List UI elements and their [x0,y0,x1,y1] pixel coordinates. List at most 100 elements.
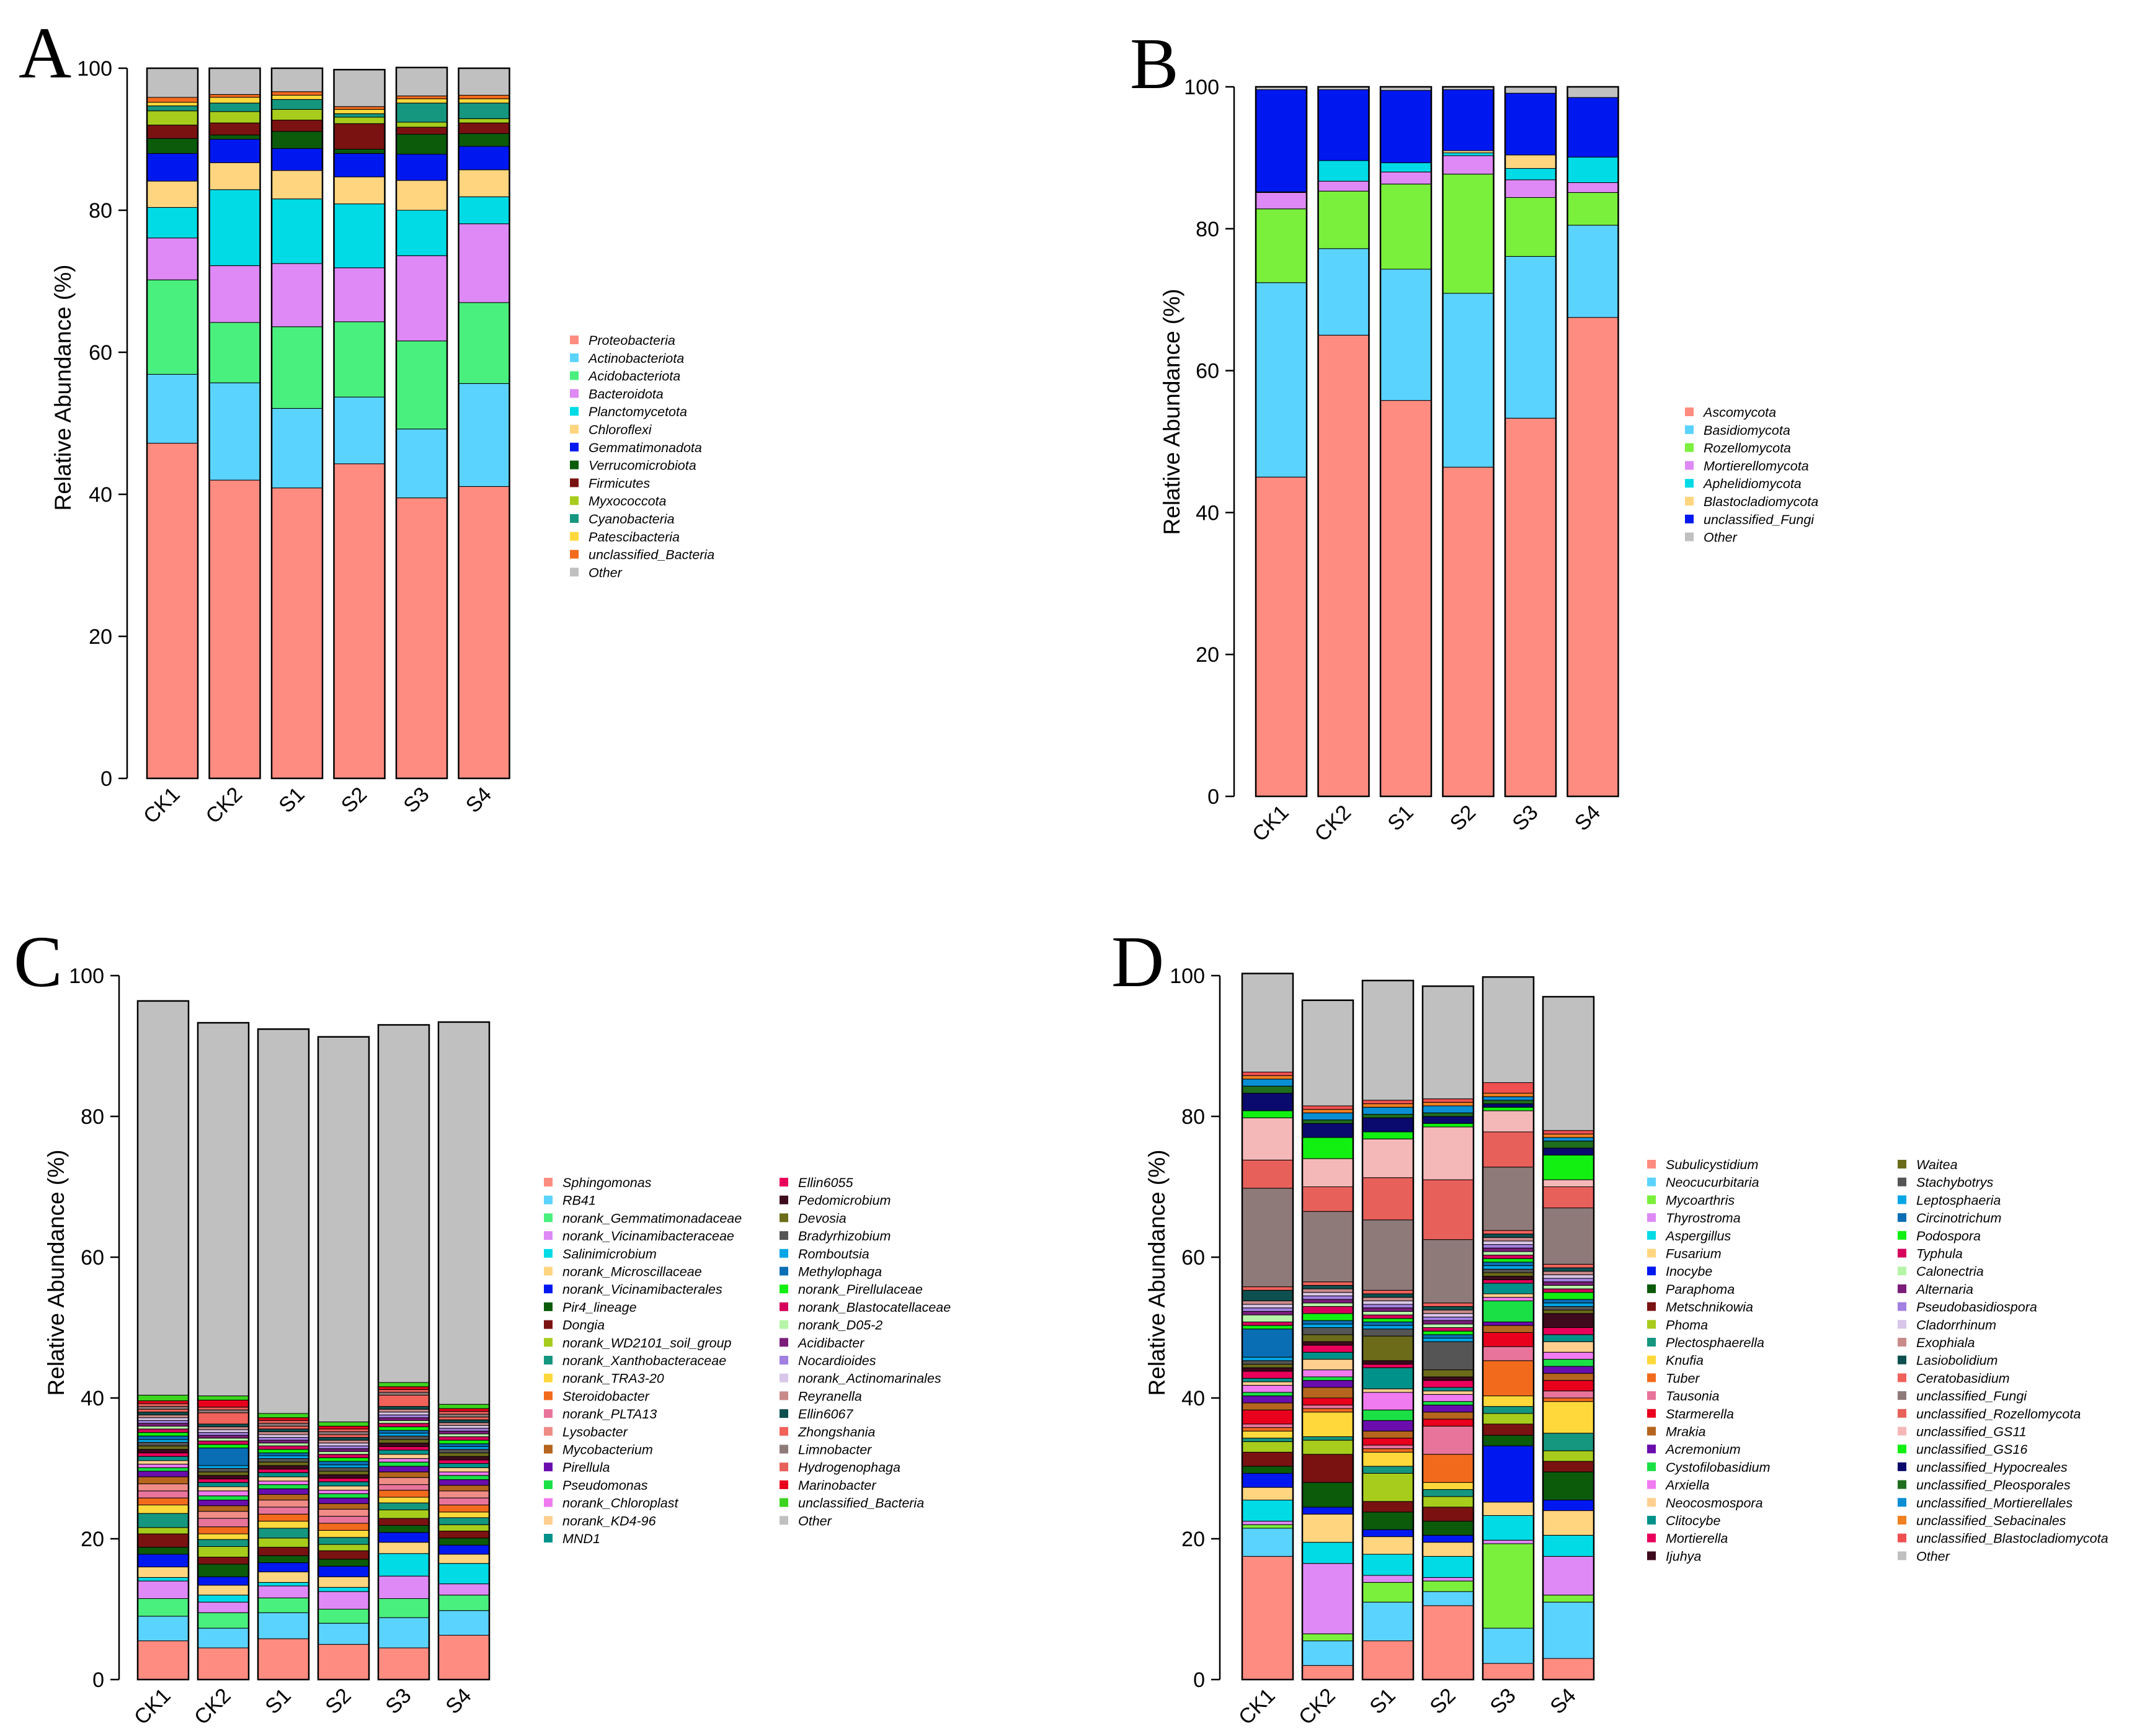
bar-segment [1380,184,1432,270]
bar-segment [1380,171,1432,185]
bar-segment [438,1453,490,1457]
bar-segment [1242,1472,1294,1488]
bar-segment [318,1576,370,1588]
bar-segment [396,497,448,779]
bar-segment [1482,1096,1534,1101]
bar-segment [1302,1376,1354,1381]
panel-d-y-tick-label: 40 [1181,1387,1205,1410]
legend-label: Proteobacteria [589,333,675,348]
bar-segment [257,1461,309,1466]
bar-segment [146,138,198,154]
bar-segment [1242,1321,1294,1326]
legend-swatch [780,1391,788,1400]
legend-label: norank_D05-2 [798,1318,882,1333]
bar-segment [378,1454,430,1459]
bar-segment [1380,90,1432,163]
bar-segment [396,180,448,211]
bar-segment [137,1577,189,1582]
bar-segment [137,1412,189,1415]
panel-d-letter: D [1111,921,1164,1002]
legend-label: Reyranella [798,1389,862,1404]
legend-swatch [1647,1462,1656,1471]
bar-segment [1482,1110,1534,1133]
legend-label: Knufia [1666,1353,1704,1368]
legend-swatch [544,1231,553,1240]
bar-segment [1302,1412,1354,1437]
bar-segment [1242,1307,1294,1312]
bar-segment [257,1476,309,1482]
legend-swatch [1685,425,1694,434]
bar-segment [1542,1154,1594,1180]
legend-swatch [1685,407,1694,416]
bar-segment [137,1483,189,1492]
legend-label: Other [589,565,623,580]
legend-swatch [544,1320,553,1329]
panel-c-y-tick-label: 60 [81,1246,104,1270]
bar-segment [1482,1106,1534,1111]
legend-label: MND1 [562,1531,600,1546]
bar-segment [1482,976,1534,1084]
bar-segment [1362,1529,1414,1538]
bar-segment [458,68,510,96]
bar-segment [378,1386,430,1390]
panel-d-y-tick-label: 80 [1181,1105,1205,1129]
legend-label: Alternaria [1915,1282,1973,1297]
bar-segment [1442,466,1494,797]
legend-label: unclassified_Bacteria [589,548,714,563]
legend-label: Starmerella [1666,1407,1734,1422]
legend-label: unclassified_Bacteria [798,1496,924,1511]
bar-segment [197,1482,249,1487]
bar-segment [1362,1114,1414,1118]
bar-segment [378,1427,430,1431]
legend-label: Nocardioides [798,1353,876,1368]
bar-segment [1302,1542,1354,1564]
bar-segment [1422,1542,1474,1557]
legend-swatch [1685,479,1694,488]
bar-segment [1422,1316,1474,1321]
legend-swatch [1647,1355,1656,1364]
bar-segment [334,153,385,177]
bar-segment [318,1477,370,1482]
bar-segment [257,1413,309,1418]
bar-segment [1362,1575,1414,1583]
bar-segment [137,1566,189,1578]
bar-segment [1242,1117,1294,1160]
bar-segment [209,94,260,98]
bar-segment [1362,1321,1414,1326]
legend-swatch [1685,514,1694,523]
bar-segment [438,1544,490,1555]
bar-segment [257,1458,309,1462]
legend-swatch [570,389,579,398]
bar-segment [1482,1251,1534,1256]
legend-swatch [1898,1480,1906,1489]
bar-segment [438,1449,490,1454]
bar-segment [1362,1420,1414,1431]
bar-segment [1242,1085,1294,1094]
legend-label: RB41 [562,1193,596,1208]
bar-segment [378,1477,430,1485]
bar-segment [197,1423,249,1428]
legend-swatch [780,1266,788,1276]
bar-segment [378,1525,430,1533]
panel-d-y-tick-label: 60 [1181,1246,1205,1270]
bar-segment [318,1454,370,1458]
bar-segment [1318,89,1369,161]
legend-swatch [544,1444,553,1454]
bar-segment [1542,1351,1594,1360]
legend-swatch [1647,1302,1656,1311]
legend-swatch [570,336,579,344]
bar-segment [1442,174,1494,294]
bar-segment [1422,1394,1474,1402]
bar-segment [1242,1381,1294,1386]
legend-label: Aspergillus [1664,1229,1731,1244]
bar-segment [257,1480,309,1485]
bar-segment [1242,1360,1294,1365]
bar-segment [438,1408,490,1412]
bar-segment [378,1389,430,1393]
bar-segment [271,99,323,110]
bar-segment [1302,1440,1354,1455]
legend-swatch [780,1195,788,1204]
bar-segment [271,148,323,171]
bar-segment [1422,1507,1474,1522]
legend-label: Ijuhya [1666,1549,1701,1564]
